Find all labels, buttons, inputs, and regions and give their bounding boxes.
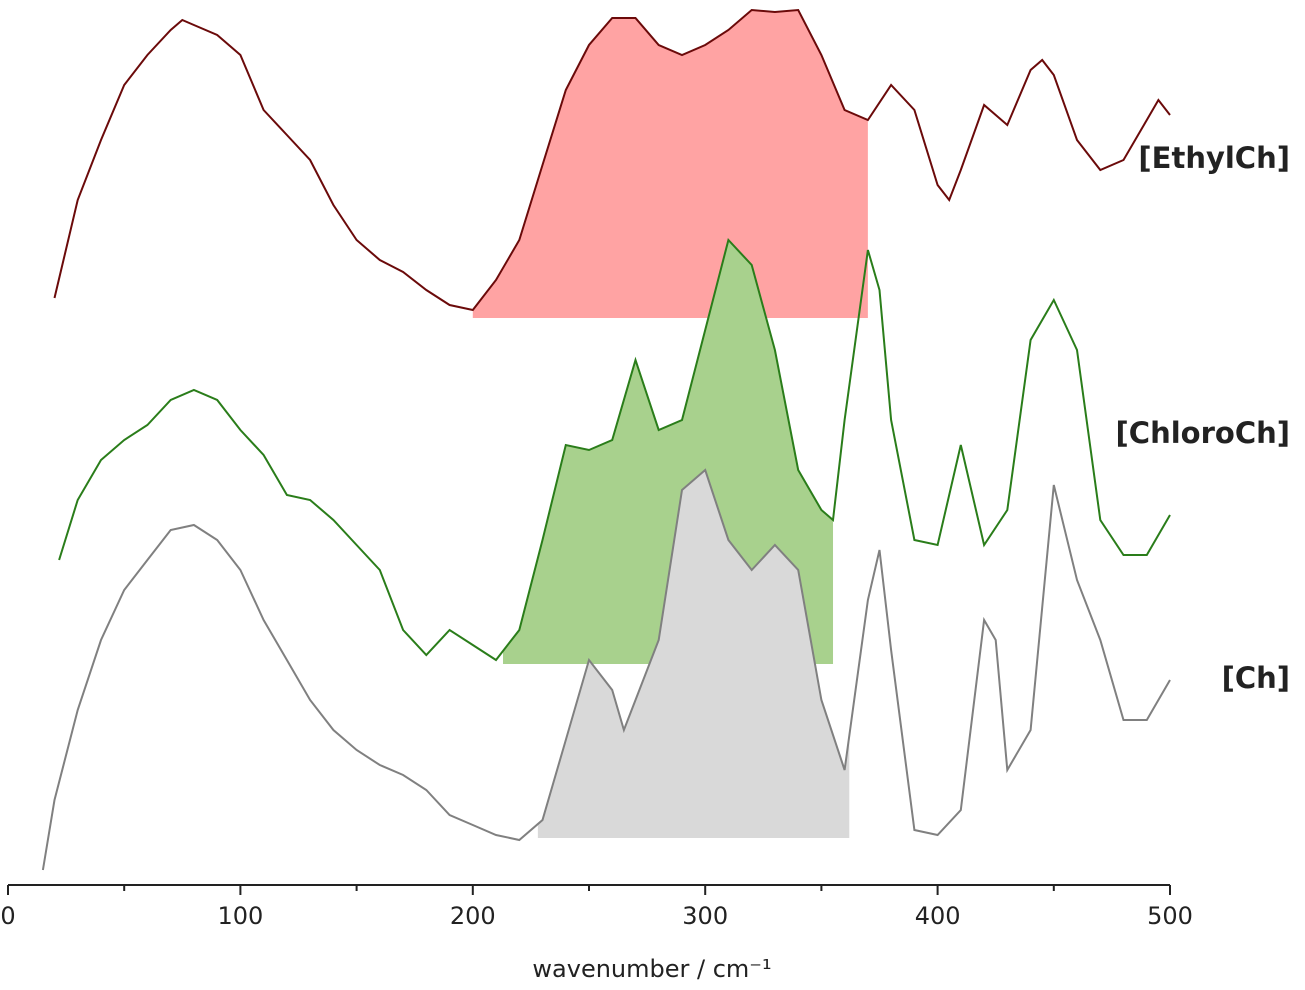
- x-tick-label: 400: [915, 902, 961, 930]
- x-tick-label: 500: [1147, 902, 1193, 930]
- area-fill: [503, 240, 834, 664]
- series-label: [Ch]: [1222, 661, 1290, 695]
- x-tick-label: 300: [682, 902, 728, 930]
- x-axis-label: wavenumber / cm⁻¹: [532, 955, 771, 983]
- x-tick-label: 100: [217, 902, 263, 930]
- x-tick-label: 200: [450, 902, 496, 930]
- series-label: [EthylCh]: [1138, 141, 1290, 175]
- area-fill: [537, 470, 850, 838]
- x-tick-label: 0: [0, 902, 15, 930]
- spectrum-line: [58, 237, 1171, 662]
- area-fill: [472, 10, 868, 318]
- spectrum-line: [41, 468, 1171, 871]
- spectrum-line: [53, 8, 1171, 312]
- series-label: [ChloroCh]: [1116, 416, 1290, 450]
